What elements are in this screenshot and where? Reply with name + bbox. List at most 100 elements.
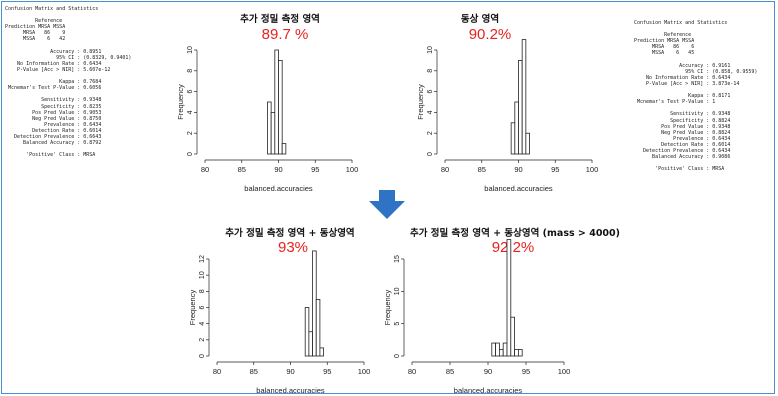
hist1-bar — [270, 112, 276, 155]
hist3-x-tick-label: 95 — [323, 367, 331, 376]
hist2-y-tick-label: 0 — [427, 152, 434, 156]
hist4-x-tick-label: 80 — [408, 367, 416, 376]
hist3-y-tick-label: 2 — [199, 338, 206, 342]
hist1-bar — [267, 101, 272, 155]
right-stats-line: Detection Rate : 0.6014 — [634, 141, 731, 148]
hist4-x-tick-label: 100 — [558, 367, 571, 376]
hist3-x-tick-label: 80 — [213, 367, 221, 376]
hist4-y-tick-label: 0 — [394, 354, 401, 358]
right-stats-line: Neg Pred Value : 0.8824 — [634, 129, 731, 136]
hist2-x-tick-label: 95 — [551, 165, 559, 174]
hist4-bar — [502, 342, 508, 357]
hist1-x-tick-label: 80 — [201, 165, 209, 174]
hist3-y-tick-label: 12 — [199, 255, 206, 263]
hist3-y-tick-label: 8 — [199, 289, 206, 293]
hist2-y-tick-label: 8 — [427, 69, 434, 73]
accuracy-annotation-3: 93% — [277, 239, 309, 256]
hist1-y-tick-label: 6 — [187, 90, 194, 94]
hist3-x-tick-label: 85 — [250, 367, 258, 376]
hist1-x-tick-label: 100 — [346, 165, 359, 174]
hist3-y-tick-label: 6 — [199, 305, 206, 309]
hist3-x-tick-label: 90 — [286, 367, 294, 376]
hist2-y-tick-label: 2 — [427, 131, 434, 135]
left-stats-line: P-Value [Acc > NIR] : 5.607e-12 — [5, 66, 111, 73]
hist4-x-tick-label: 95 — [522, 367, 530, 376]
hist4-bar — [499, 349, 504, 357]
hist3-y-tick-label: 10 — [199, 271, 206, 279]
left-stats-line: Prediction MRSA MSSA — [5, 24, 66, 31]
left-stats-line: Detection Rate : 0.6014 — [5, 127, 102, 134]
hist3-y-tick-label: 4 — [199, 322, 206, 326]
hist2-y-tick-label: 4 — [427, 110, 434, 114]
hist1-bar — [274, 49, 279, 155]
hist1-x-axis-label: balanced.accuracies — [244, 184, 313, 193]
chart-title-2: 동상 영역 — [460, 14, 500, 25]
left-stats-line: Reference — [5, 18, 63, 25]
right-stats-line: 95% CI : (0.858, 0.9559) — [634, 68, 758, 75]
hist1-y-tick-label: 0 — [187, 152, 194, 156]
hist1-y-tick-label: 2 — [187, 131, 194, 135]
left-stats-line: Pos Pred Value : 0.9053 — [5, 109, 102, 116]
hist1-x-tick-label: 85 — [238, 165, 246, 174]
right-stats-line: Sensitivity : 0.9348 — [634, 111, 731, 118]
left-stats-line: Accuracy : 0.8951 — [5, 48, 102, 55]
right-stats-line: MRSA 86 6 — [634, 44, 695, 51]
hist1-y-tick-label: 10 — [187, 46, 194, 54]
left-stats-line: No Information Rate : 0.6434 — [5, 60, 102, 67]
accuracy-annotation-2: 90.2% — [468, 26, 512, 43]
hist4-bar — [491, 342, 497, 357]
left-stats-line: Sensitivity : 0.9348 — [5, 97, 102, 104]
hist2-bar — [525, 132, 530, 155]
hist2-bar — [521, 39, 527, 155]
histogram-2: 0 2 4 6 8 10 Frequency 80 85 90 95 100 balanced.accu… — [416, 39, 598, 193]
hist2-y-tick-label: 6 — [427, 90, 434, 94]
hist3-x-axis-label: balanced.accuracies — [256, 386, 325, 395]
hist3-bar — [308, 331, 313, 357]
hist3-bar — [319, 347, 324, 357]
right-stats-line: No Information Rate : 0.6434 — [634, 74, 731, 81]
hist3-bar — [312, 250, 317, 357]
histogram-4: 0 5 10 15 Frequency 80 85 90 95 100 balanced.accur… — [383, 239, 571, 395]
hist2-x-tick-label: 85 — [478, 165, 486, 174]
hist2-bar — [510, 122, 516, 155]
hist1-bar — [278, 59, 283, 155]
hist3-y-tick-label: 0 — [199, 354, 206, 358]
left-stats-line: MRSA 86 9 — [5, 30, 66, 37]
right-stats-line: Pos Pred Value : 0.9348 — [634, 123, 731, 130]
left-stats-line: Confusion Matrix and Statistics — [5, 6, 99, 12]
chart-title-1: 추가 정밀 측정 영역 — [240, 14, 320, 25]
right-stats-line: Detection Prevalence : 0.6434 — [634, 147, 731, 154]
hist4-bar — [510, 316, 516, 357]
left-confusion-matrix-stats: Confusion Matrix and Statistics Referenc… — [5, 6, 131, 158]
left-stats-line: Prevalence : 0.6434 — [5, 121, 102, 128]
hist2-x-tick-label: 90 — [514, 165, 522, 174]
left-stats-line: MSSA 6 42 — [5, 36, 66, 43]
hist1-y-tick-label: 8 — [187, 69, 194, 73]
hist4-bar — [514, 349, 519, 357]
hist4-x-axis-label: balanced.accuracies — [454, 386, 523, 395]
right-stats-line: Balanced Accuracy : 0.9086 — [634, 154, 731, 161]
hist4-y-tick-label: 15 — [394, 255, 401, 263]
left-stats-line: Detection Prevalence : 0.6643 — [5, 133, 102, 140]
left-stats-line: Neg Pred Value : 0.8750 — [5, 115, 102, 122]
hist1-x-tick-label: 90 — [274, 165, 282, 174]
right-stats-line: Specificity : 0.8824 — [634, 117, 731, 124]
hist1-bar — [281, 143, 287, 155]
hist2-y-axis-label: Frequency — [416, 84, 425, 120]
left-stats-line: 95% CI : (0.8329, 0.9401) — [5, 54, 132, 61]
right-stats-line: Mcnemar's Test P-Value : 1 — [634, 99, 716, 106]
hist1-x-tick-label: 95 — [311, 165, 319, 174]
right-stats-line: Reference — [634, 32, 692, 39]
left-stats-line: Mcnemar's Test P-Value : 0.6056 — [5, 85, 102, 92]
hist1-y-tick-label: 4 — [187, 110, 194, 114]
hist3-bar — [315, 299, 321, 357]
hist4-y-tick-label: 10 — [394, 287, 401, 295]
left-stats-line: 'Positive' Class : MRSA — [5, 152, 96, 159]
hist3-y-axis-label: Frequency — [188, 290, 197, 326]
left-stats-line: Balanced Accuracy : 0.8792 — [5, 140, 102, 147]
hist2-bar — [518, 59, 523, 155]
hist3-bar — [304, 307, 310, 357]
hist4-x-tick-label: 85 — [446, 367, 454, 376]
right-stats-line: MSSA 6 45 — [634, 50, 695, 57]
right-stats-line: Accuracy : 0.9161 — [634, 62, 731, 69]
